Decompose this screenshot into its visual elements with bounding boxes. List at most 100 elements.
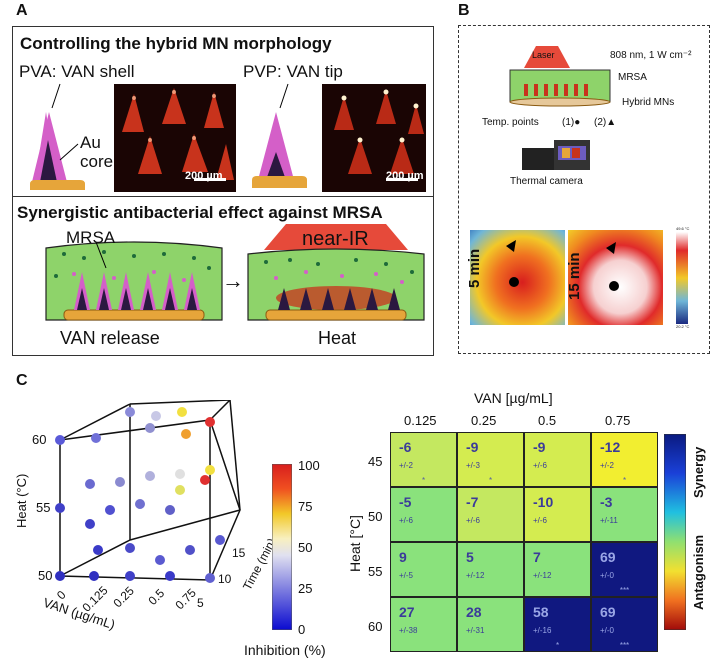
laser-dish-schematic [509, 46, 611, 107]
colorbar-tick-75: 75 [298, 499, 313, 514]
heatmap-cell-error: +/-16 [533, 626, 552, 635]
mrsa-label-a: MRSA [66, 228, 116, 247]
heatmap-cell-value: -3 [600, 494, 613, 510]
laser-label: Laser [532, 50, 555, 60]
core-label: core [80, 152, 114, 171]
heatmap-xtick: 0.75 [605, 413, 631, 428]
van-release-label: VAN release [60, 328, 160, 348]
heatmap-cell-significance: *** [619, 586, 630, 595]
panel-a-divider [12, 196, 433, 197]
au-label: Au [80, 133, 101, 152]
scalebar-1-label: 200 µm [185, 170, 223, 182]
panel-b-letter: B [458, 2, 470, 19]
heatmap-cell-value: -6 [399, 439, 412, 455]
heatmap-cell-error: +/-6 [533, 516, 548, 525]
thermal-image-15min [568, 230, 663, 325]
heatmap-cell-error: +/-3 [466, 461, 481, 470]
antagonism-label: Antagonism [691, 534, 706, 610]
heatmap-cell: -9 +/-6 [524, 432, 591, 487]
heatmap-cell-significance: * [488, 476, 493, 485]
heatmap-cell-error: +/-11 [600, 516, 618, 525]
heatmap-cell-error: +/-2 [600, 461, 615, 470]
heatmap-cell: 58 +/-16 * [524, 597, 591, 652]
dish-van-release [45, 241, 223, 321]
needle-tip-schematic [252, 83, 307, 188]
time-15min-label: 15 min [566, 252, 583, 300]
heatmap-cell-value: 7 [533, 549, 541, 565]
panel-a-frame [12, 26, 434, 356]
thermal-scale-bar [676, 232, 688, 324]
heatmap-cell-value: -9 [466, 439, 479, 455]
thermal-scale-bottom: 20.2 °C [676, 324, 690, 329]
temp-points-label: Temp. points [482, 117, 539, 128]
colorbar-label: Inhibition (%) [244, 642, 326, 658]
heatmap-cell: -6 +/-2 * [390, 432, 457, 487]
panel-a-letter: A [16, 2, 28, 19]
cube-ylabel: Heat (°C) [14, 473, 29, 528]
heatmap-cell-value: 69 [600, 549, 616, 565]
synergy-colorbar [664, 434, 686, 630]
cube-time-tick-15: 15 [232, 546, 246, 560]
heatmap-cell-error: +/-2 [399, 461, 414, 470]
heatmap-cell: -3 +/-11 [591, 487, 658, 542]
heatmap-ytick: 45 [368, 454, 383, 469]
time-5min-label: 5 min [466, 248, 483, 288]
cube-time-tick-10: 10 [218, 572, 232, 586]
panel-c-letter: C [16, 372, 28, 389]
heat-label: Heat [318, 328, 357, 348]
scalebar-2-label: 200 µm [386, 170, 424, 182]
heatmap-cell: 28 +/-31 [457, 597, 524, 652]
arrow-icon: → [222, 268, 244, 293]
heatmap-cell-error: +/-0 [600, 571, 615, 580]
heatmap-cell: -9 +/-3 * [457, 432, 524, 487]
heatmap-cell-error: +/-6 [533, 461, 548, 470]
heatmap-cell: -10 +/-6 [524, 487, 591, 542]
heatmap-cell-value: -10 [533, 494, 554, 510]
synergy-label: Synergy [691, 446, 706, 498]
dish-heat [247, 224, 425, 321]
heatmap-cell-value: 69 [600, 604, 616, 620]
inhibition-colorbar [272, 464, 292, 630]
heatmap-cell-value: 5 [466, 549, 474, 565]
colorbar-tick-50: 50 [298, 540, 313, 555]
thermal-image-5min [470, 230, 565, 325]
heatmap-ytick: 55 [368, 564, 383, 579]
heatmap-cell: 5 +/-12 [457, 542, 524, 597]
heatmap-cell-value: -7 [466, 494, 479, 510]
microscope-image-shell [114, 84, 236, 192]
heatmap-cell-value: 58 [533, 604, 549, 620]
heatmap-cell-value: 9 [399, 549, 407, 565]
panel-a-title-synergy: Synergistic antibacterial effect against… [17, 203, 383, 222]
heatmap-cell: 7 +/-12 [524, 542, 591, 597]
point-1-label: (1)● [562, 117, 581, 128]
heatmap-cell: -7 +/-6 [457, 487, 524, 542]
colorbar-tick-25: 25 [298, 581, 313, 596]
hybrid-mns-label: Hybrid MNs [622, 97, 675, 108]
heatmap-cell-error: +/-12 [466, 571, 485, 580]
cube-points [55, 407, 225, 583]
heatmap-cell: 69 +/-0 *** [591, 597, 658, 652]
pva-label: PVA: VAN shell [19, 62, 135, 81]
microscope-image-tip [322, 84, 426, 192]
heatmap-cell-significance: *** [619, 641, 630, 650]
heatmap-cell-value: -5 [399, 494, 412, 510]
point-2-label: (2)▲ [594, 117, 617, 128]
near-ir-label: near-IR [302, 228, 369, 250]
heatmap-cell: 27 +/-38 [390, 597, 457, 652]
heatmap-cell-significance: * [421, 476, 426, 485]
heatmap-cell-value: -9 [533, 439, 546, 455]
heatmap-cell-value: 28 [466, 604, 482, 620]
heatmap-cell: -12 +/-2 * [591, 432, 658, 487]
heatmap-cell-value: 27 [399, 604, 415, 620]
heatmap-cell: 9 +/-5 [390, 542, 457, 597]
panel-b-frame [458, 25, 710, 354]
heatmap-ytick: 50 [368, 509, 383, 524]
needle-shell-schematic [30, 83, 85, 190]
heatmap-ytitle: Heat [°C] [347, 515, 363, 572]
heatmap-xtick: 0.25 [471, 413, 497, 428]
laser-spec-label: 808 nm, 1 W cm⁻² [610, 50, 692, 61]
thermal-scale-top: 49.6 °C [676, 226, 690, 231]
heatmap-cell-value: -12 [600, 439, 621, 455]
heatmap-xtick: 0.125 [404, 413, 437, 428]
mrsa-label-b: MRSA [618, 72, 647, 83]
